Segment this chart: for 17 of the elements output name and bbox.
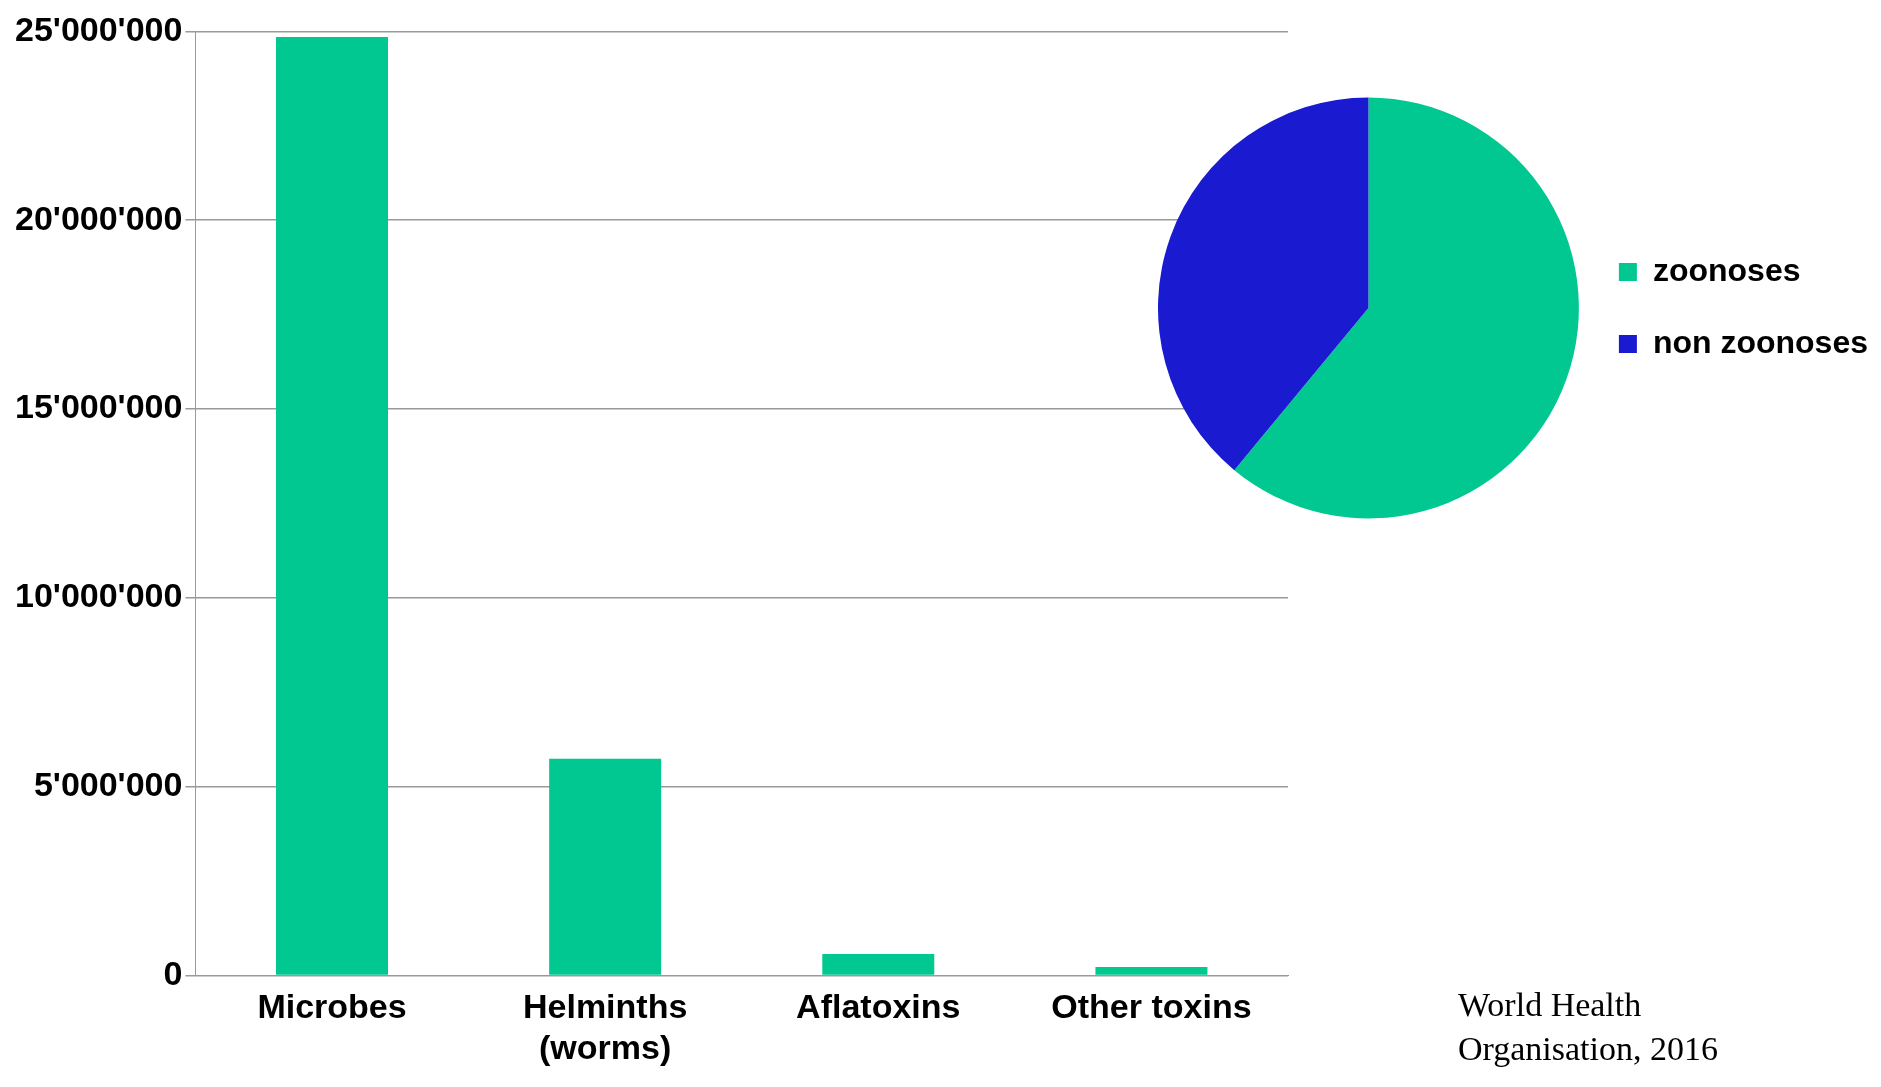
bar bbox=[549, 758, 662, 975]
bar bbox=[276, 37, 389, 975]
x-tick-label: Helminths (worms) bbox=[522, 987, 688, 1066]
x-tick-label: Microbes bbox=[257, 987, 407, 1026]
legend-label: non zoonoses bbox=[1652, 323, 1868, 360]
x-tick-label: Other toxins bbox=[1051, 987, 1252, 1026]
bar bbox=[1095, 967, 1208, 975]
y-tick-label: 20'000'000 bbox=[14, 198, 183, 237]
y-tick-label: 0 bbox=[163, 953, 183, 992]
y-tick-label: 25'000'000 bbox=[14, 9, 183, 48]
bar bbox=[822, 953, 935, 975]
y-tick-label: 15'000'000 bbox=[14, 387, 183, 426]
y-tick-label: 10'000'000 bbox=[14, 576, 183, 615]
x-tick-label: Aflatoxins bbox=[796, 987, 961, 1026]
y-tick-label: 5'000'000 bbox=[33, 764, 183, 803]
text: World Health Organisation, 2016 bbox=[1458, 985, 1719, 1069]
legend-label: zoonoses bbox=[1652, 251, 1801, 288]
